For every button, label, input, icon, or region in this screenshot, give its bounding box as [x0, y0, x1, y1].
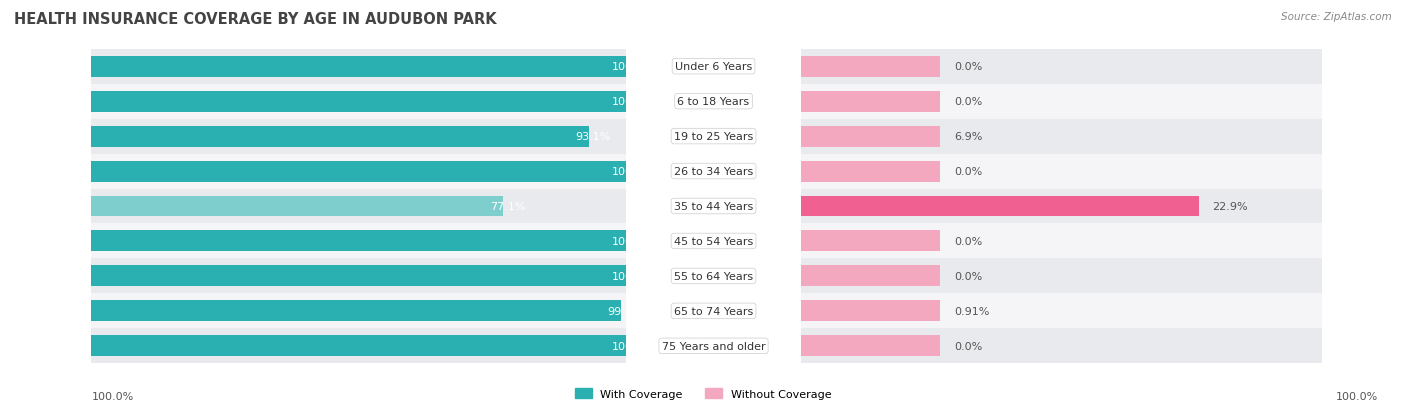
Text: 22.9%: 22.9% [1212, 202, 1249, 211]
Bar [801, 329, 1322, 363]
Text: Source: ZipAtlas.com: Source: ZipAtlas.com [1281, 12, 1392, 22]
Bar [801, 126, 941, 147]
Bar [91, 84, 626, 119]
Text: 100.0%: 100.0% [613, 341, 655, 351]
Bar [91, 266, 626, 287]
Text: 45 to 54 Years: 45 to 54 Years [673, 236, 754, 247]
Bar [801, 259, 1322, 294]
Text: 100.0%: 100.0% [613, 236, 655, 247]
Text: 65 to 74 Years: 65 to 74 Years [673, 306, 754, 316]
Text: 93.1%: 93.1% [575, 132, 610, 142]
Bar [801, 224, 1322, 259]
Text: 77.1%: 77.1% [489, 202, 526, 211]
Bar [801, 91, 941, 112]
Text: 0.0%: 0.0% [955, 341, 983, 351]
Text: 75 Years and older: 75 Years and older [662, 341, 765, 351]
Bar [91, 126, 589, 147]
Bar [91, 119, 626, 154]
Text: 19 to 25 Years: 19 to 25 Years [673, 132, 754, 142]
Bar [91, 259, 626, 294]
Bar [801, 154, 1322, 189]
Bar [91, 57, 626, 78]
Text: 0.0%: 0.0% [955, 62, 983, 72]
Text: 0.0%: 0.0% [955, 271, 983, 281]
Bar [801, 266, 941, 287]
Bar [801, 50, 1322, 84]
Text: 6.9%: 6.9% [955, 132, 983, 142]
Bar [91, 231, 626, 252]
Bar [801, 84, 1322, 119]
Text: 26 to 34 Years: 26 to 34 Years [673, 166, 754, 177]
Text: 100.0%: 100.0% [613, 62, 655, 72]
Bar [91, 161, 626, 182]
Text: 35 to 44 Years: 35 to 44 Years [673, 202, 754, 211]
Bar [91, 335, 626, 356]
Bar [91, 294, 626, 329]
Text: 100.0%: 100.0% [613, 97, 655, 107]
Bar [801, 189, 1322, 224]
Text: 0.0%: 0.0% [955, 236, 983, 247]
Bar [91, 329, 626, 363]
Bar [91, 154, 626, 189]
Bar [91, 224, 626, 259]
Text: HEALTH INSURANCE COVERAGE BY AGE IN AUDUBON PARK: HEALTH INSURANCE COVERAGE BY AGE IN AUDU… [14, 12, 496, 27]
Bar [801, 294, 1322, 329]
Bar [91, 196, 503, 217]
Bar [801, 196, 1198, 217]
Text: 100.0%: 100.0% [613, 166, 655, 177]
Bar [801, 57, 941, 78]
Text: 99.1%: 99.1% [607, 306, 643, 316]
Text: 100.0%: 100.0% [613, 271, 655, 281]
Bar [91, 50, 626, 84]
Bar [91, 301, 621, 322]
Text: 0.0%: 0.0% [955, 97, 983, 107]
Text: Under 6 Years: Under 6 Years [675, 62, 752, 72]
Bar [91, 189, 626, 224]
Text: 0.91%: 0.91% [955, 306, 990, 316]
Text: 100.0%: 100.0% [1336, 391, 1378, 401]
Bar [801, 161, 941, 182]
Text: 55 to 64 Years: 55 to 64 Years [673, 271, 754, 281]
Bar [801, 301, 941, 322]
Text: 6 to 18 Years: 6 to 18 Years [678, 97, 749, 107]
Bar [91, 91, 626, 112]
Bar [801, 335, 941, 356]
Bar [801, 231, 941, 252]
Text: 0.0%: 0.0% [955, 166, 983, 177]
Bar [801, 119, 1322, 154]
Legend: With Coverage, Without Coverage: With Coverage, Without Coverage [571, 384, 835, 404]
Text: 100.0%: 100.0% [91, 391, 134, 401]
